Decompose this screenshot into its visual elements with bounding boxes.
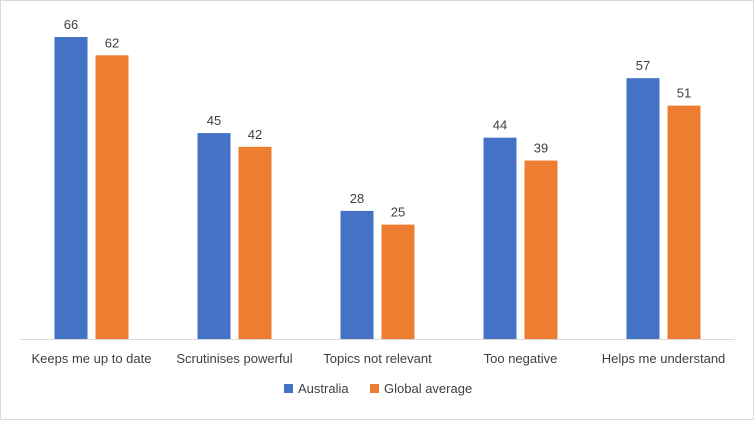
data-label-australia-2: 28 xyxy=(350,191,364,206)
bars-layer xyxy=(54,37,701,340)
data-label-australia-3: 44 xyxy=(493,118,507,133)
category-label-0: Keeps me up to date xyxy=(32,351,152,366)
bar-australia-2 xyxy=(340,210,374,339)
data-label-australia-1: 45 xyxy=(207,113,221,128)
bar-global-average-3 xyxy=(524,160,558,339)
data-label-global-average-3: 39 xyxy=(534,141,548,156)
data-label-global-average-2: 25 xyxy=(391,205,405,220)
data-label-australia-0: 66 xyxy=(64,17,78,32)
legend-swatch-global-average xyxy=(370,384,379,393)
category-label-2: Topics not relevant xyxy=(323,351,432,366)
legend: Australia Global average xyxy=(284,381,472,396)
category-label-3: Too negative xyxy=(484,351,558,366)
data-label-australia-4: 57 xyxy=(636,58,650,73)
legend-label-global-average: Global average xyxy=(384,381,472,396)
bar-global-average-2 xyxy=(381,224,415,339)
data-labels-layer: 66 62 45 42 28 25 44 39 57 51 xyxy=(64,17,691,220)
category-label-1: Scrutinises powerful xyxy=(176,351,292,366)
category-label-4: Helps me understand xyxy=(602,351,726,366)
bar-australia-4 xyxy=(626,78,660,339)
legend-label-australia: Australia xyxy=(298,381,349,396)
bar-global-average-0 xyxy=(95,55,129,339)
bar-global-average-1 xyxy=(238,146,272,339)
data-label-global-average-1: 42 xyxy=(248,127,262,142)
bar-australia-0 xyxy=(54,37,88,339)
bar-global-average-4 xyxy=(667,105,701,340)
data-label-global-average-0: 62 xyxy=(105,35,119,50)
data-label-global-average-4: 51 xyxy=(677,86,691,101)
bar-australia-3 xyxy=(483,137,517,339)
legend-swatch-australia xyxy=(284,384,293,393)
bar-australia-1 xyxy=(197,133,231,339)
category-labels-layer: Keeps me up to date Scrutinises powerful T… xyxy=(32,351,726,366)
